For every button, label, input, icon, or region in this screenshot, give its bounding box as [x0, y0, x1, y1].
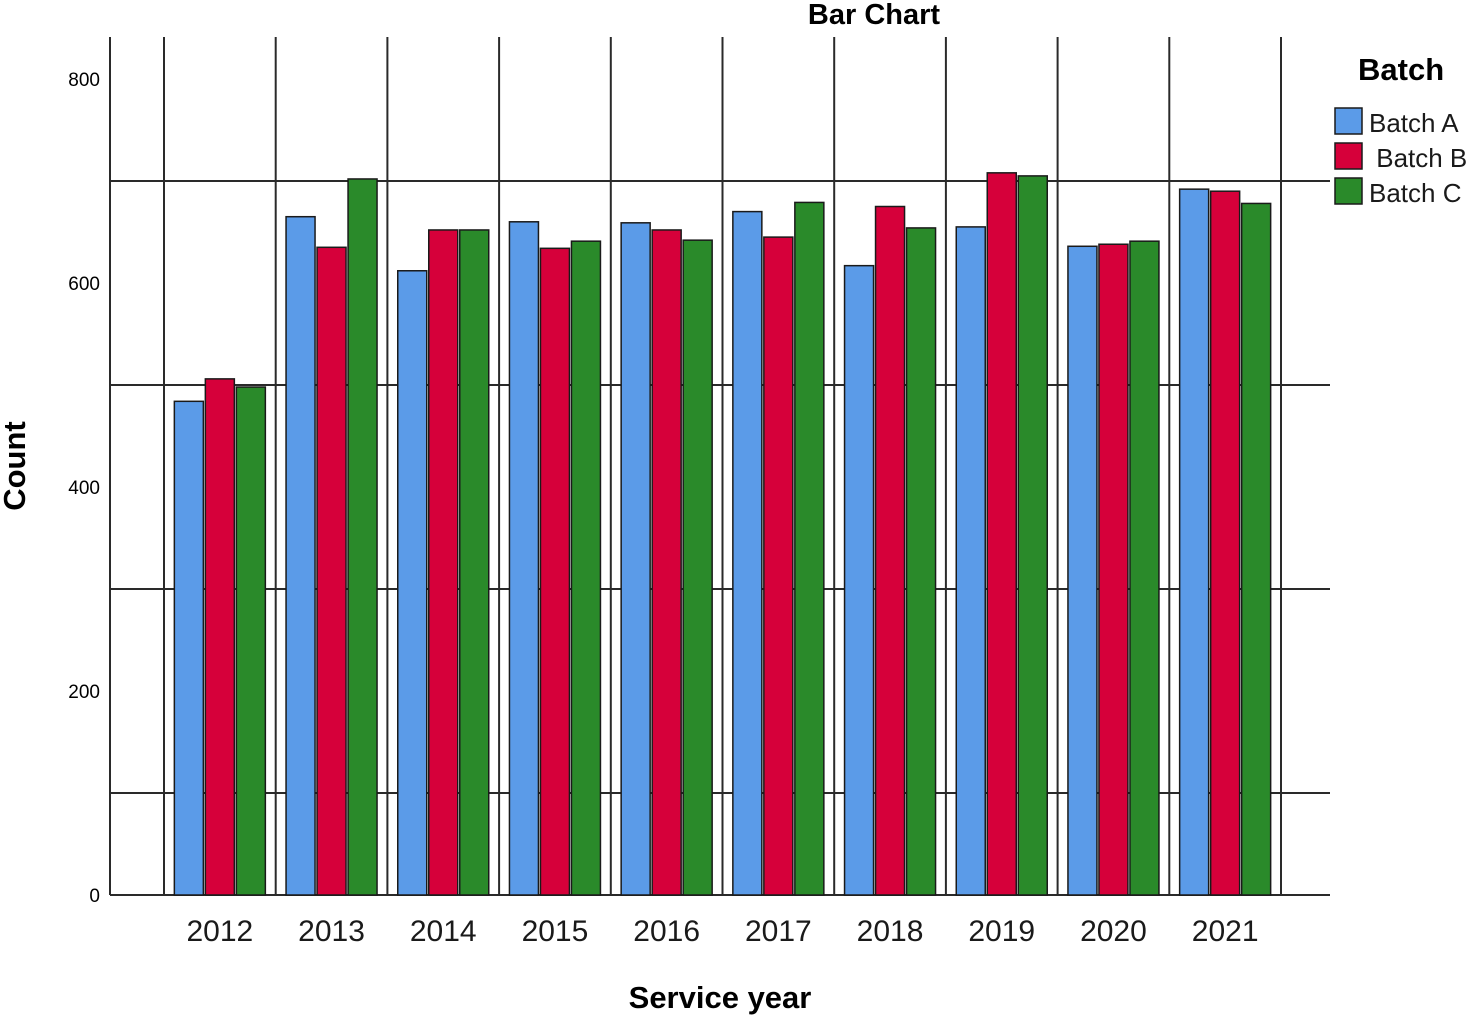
legend-swatch — [1334, 142, 1363, 170]
bar-batch-c-2013 — [347, 178, 378, 896]
bar-batch-b-2013 — [316, 246, 347, 896]
bar-batch-b-2019 — [986, 172, 1017, 896]
bar-batch-a-2020 — [1067, 245, 1098, 896]
axis-layer: 0 200 400 600 800 2012 2013 2014 2015 2016 2017 201… — [68, 70, 1258, 948]
bar-batch-a-2016 — [620, 222, 651, 896]
y-tick-label: 200 — [68, 682, 100, 703]
bar-batch-c-2020 — [1129, 240, 1160, 896]
y-axis-title: Count — [0, 421, 32, 511]
y-tick-label: 400 — [68, 478, 100, 499]
x-tick-label: 2017 — [745, 915, 812, 948]
bar-batch-c-2019 — [1017, 175, 1048, 896]
chart-title: Bar Chart — [808, 0, 940, 31]
bar-batch-a-2014 — [397, 270, 428, 896]
bar-batch-c-2021 — [1240, 202, 1272, 896]
bar-batch-a-2013 — [285, 215, 316, 896]
legend-title: Batch — [1358, 52, 1444, 87]
bar-batch-b-2015 — [539, 247, 571, 896]
bar-batch-c-2015 — [570, 240, 602, 896]
x-tick-label: 2018 — [857, 915, 924, 948]
bar-batch-c-2012 — [235, 386, 267, 896]
bar-batch-c-2016 — [682, 239, 713, 896]
bar-batch-c-2018 — [905, 227, 937, 896]
legend-swatch — [1334, 107, 1363, 135]
bar-batch-b-2012 — [204, 378, 236, 896]
x-tick-label: 2015 — [522, 915, 589, 948]
bar-batch-a-2015 — [508, 221, 540, 896]
bar-batch-a-2012 — [173, 400, 205, 896]
bars-layer — [173, 172, 1272, 896]
y-tick-label: 600 — [68, 274, 100, 295]
bar-batch-b-2017 — [763, 236, 794, 896]
bar-batch-b-2020 — [1098, 243, 1129, 896]
bar-batch-a-2018 — [843, 264, 875, 896]
x-tick-label: 2016 — [633, 915, 700, 948]
bar-batch-b-2016 — [651, 229, 682, 896]
bar-batch-a-2017 — [732, 210, 763, 896]
bar-batch-a-2019 — [955, 226, 986, 896]
bar-batch-c-2014 — [459, 229, 490, 896]
y-tick-label: 0 — [89, 886, 100, 907]
y-tick-label: 800 — [68, 70, 100, 91]
legend-label: Batch A — [1369, 108, 1459, 138]
x-tick-label: 2013 — [298, 915, 365, 948]
legend-swatch — [1334, 177, 1363, 205]
legend: Batch A Batch B Batch C — [1334, 107, 1467, 208]
bar-batch-b-2018 — [874, 205, 906, 896]
bar-batch-b-2014 — [428, 229, 459, 896]
bar-batch-b-2021 — [1209, 190, 1241, 896]
legend-label: Batch B — [1369, 143, 1467, 173]
x-tick-label: 2014 — [410, 915, 477, 948]
x-tick-label: 2020 — [1080, 915, 1147, 948]
bar-batch-c-2017 — [794, 201, 825, 896]
x-tick-label: 2021 — [1192, 915, 1259, 948]
legend-label: Batch C — [1369, 178, 1462, 208]
x-axis-title: Service year — [629, 980, 812, 1015]
x-tick-label: 2019 — [968, 915, 1035, 948]
x-tick-label: 2012 — [186, 915, 253, 948]
bar-batch-a-2021 — [1178, 188, 1210, 896]
